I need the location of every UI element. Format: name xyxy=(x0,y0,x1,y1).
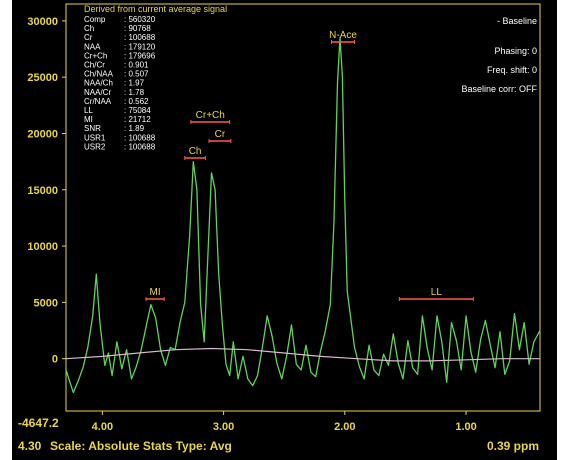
stat-label: Cr/NAA xyxy=(84,97,112,106)
stat-label: SNR xyxy=(84,124,101,133)
peak-label: LL xyxy=(431,287,443,298)
freq-shift-info: Freq. shift: 0 xyxy=(487,65,537,75)
spectrum-chart: Derived from current average signal - Ba… xyxy=(18,3,541,453)
stat-value: : 179120 xyxy=(124,42,156,51)
chart-header-title: Derived from current average signal xyxy=(84,4,227,14)
stat-value: : 179696 xyxy=(124,51,156,60)
peak-label: MI xyxy=(150,287,161,298)
stat-label: Comp xyxy=(84,15,106,24)
stat-value: : 21712 xyxy=(124,115,151,124)
stat-label: LL xyxy=(84,106,93,115)
stat-value: : 0.507 xyxy=(124,70,149,79)
stat-value: : 90768 xyxy=(124,24,151,33)
stat-label: Ch/NAA xyxy=(84,70,114,79)
phasing-info: Phasing: 0 xyxy=(494,46,537,56)
peak-label: Ch xyxy=(189,146,202,157)
y-tick-label: 5000 xyxy=(34,297,58,309)
peak-label: Cr xyxy=(215,129,226,140)
y-tick-label: 20000 xyxy=(27,128,58,140)
stat-label: NAA/Cr xyxy=(84,88,111,97)
stat-label: Cr+Ch xyxy=(84,51,107,60)
stat-value: : 1.97 xyxy=(124,79,145,88)
stat-value: : 0.901 xyxy=(124,61,149,70)
y-tick-label: 0 xyxy=(52,354,58,366)
spectrum-series xyxy=(65,37,541,394)
stat-value: : 100688 xyxy=(124,142,156,151)
stat-value: : 1.78 xyxy=(124,88,145,97)
y-tick-label: 30000 xyxy=(27,16,58,28)
y-tick-label: 15000 xyxy=(27,185,58,197)
spectrum-viewer-frame: Derived from current average signal - Ba… xyxy=(12,0,557,460)
stat-label: Ch xyxy=(84,24,94,33)
stat-label: USR2 xyxy=(84,142,106,151)
x-tick-label: 2.00 xyxy=(334,421,355,433)
scale-stats-type: Scale: Absolute Stats Type: Avg xyxy=(50,439,232,453)
x-tick-label: 3.00 xyxy=(213,421,234,433)
stat-label: Ch/Cr xyxy=(84,61,105,70)
baseline-legend: - Baseline xyxy=(497,16,537,26)
stat-label: Cr xyxy=(84,33,93,42)
baseline-corr-info: Baseline corr: OFF xyxy=(461,84,537,94)
spectrum-line xyxy=(65,37,541,394)
peak-label: N-Ace xyxy=(329,30,357,41)
peak-markers: N-Ace Cr+Ch Cr Ch MI LL xyxy=(145,30,474,301)
stat-value: : 560320 xyxy=(124,15,156,24)
stat-value: : 100688 xyxy=(124,33,156,42)
stats-block: Comp : 560320 Ch : 90768 Cr : 100688 NAA : 1791… xyxy=(84,15,156,151)
y-tick-label: 10000 xyxy=(27,241,58,253)
plot-frame xyxy=(65,3,541,412)
stat-label: NAA xyxy=(84,42,101,51)
stat-label: USR1 xyxy=(84,133,106,142)
y-tick-label: 25000 xyxy=(27,72,58,84)
end-ppm: 0.39 ppm xyxy=(487,439,539,453)
x-axis-ticks: 4.00 3.00 2.00 1.00 xyxy=(92,411,477,433)
stat-value: : 1.89 xyxy=(124,124,145,133)
x-tick-label: 1.00 xyxy=(455,421,476,433)
y-min-value: -4647.2 xyxy=(18,416,59,430)
baseline-line xyxy=(65,347,540,362)
stat-label: MI xyxy=(84,115,93,124)
x-tick-label: 4.00 xyxy=(92,421,113,433)
start-ppm: 4.30 xyxy=(18,439,42,453)
stat-value: : 75084 xyxy=(124,106,151,115)
stat-label: NAA/Ch xyxy=(84,79,113,88)
peak-label: Cr+Ch xyxy=(196,110,225,121)
stat-value: : 100688 xyxy=(124,133,156,142)
y-axis-ticks: 30000 25000 20000 15000 10000 5000 0 xyxy=(27,16,66,366)
stat-value: : 0.562 xyxy=(124,97,149,106)
